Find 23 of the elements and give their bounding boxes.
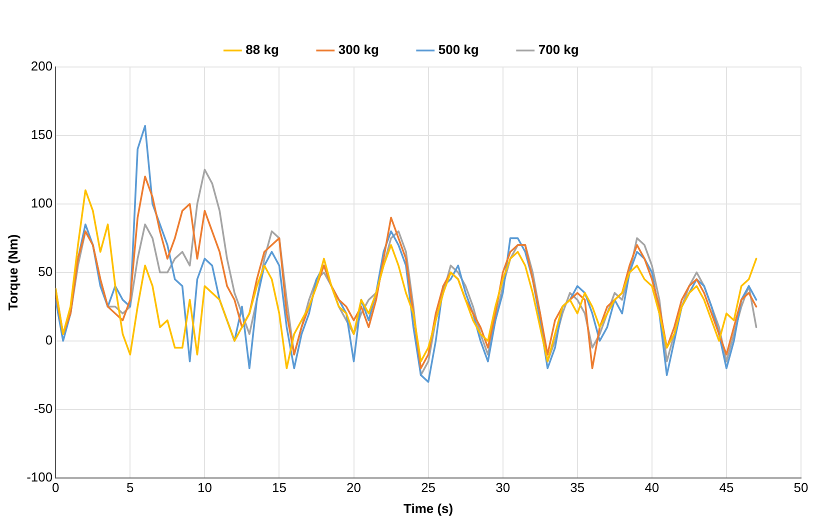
legend-label: 88 kg [246,42,279,58]
y-tick-label: 150 [30,127,53,142]
x-tick-label: 45 [719,480,734,496]
x-axis-title: Time (s) [404,500,454,516]
x-tick-label: 35 [570,480,585,496]
x-tick-label: 20 [346,480,362,496]
legend-label: 300 kg [338,42,379,58]
legend-label: 700 kg [538,42,579,58]
x-tick-label: 15 [272,480,286,496]
x-tick-label: 50 [794,480,808,496]
y-tick-label: 200 [30,58,53,74]
y-axis-title: Torque (Nm) [5,234,20,311]
x-tick-label: 10 [197,480,212,496]
y-tick-label: -50 [34,400,53,416]
y-tick-label: -100 [26,469,53,484]
y-tick-label: 50 [38,264,53,279]
x-tick-label: 30 [496,480,510,496]
x-tick-label: 5 [126,480,134,496]
x-tick-label: 25 [421,480,436,496]
legend-label: 500 kg [438,42,479,58]
x-tick-label: 40 [644,480,660,496]
y-tick-label: 100 [30,196,53,211]
y-tick-label: 0 [45,332,53,348]
